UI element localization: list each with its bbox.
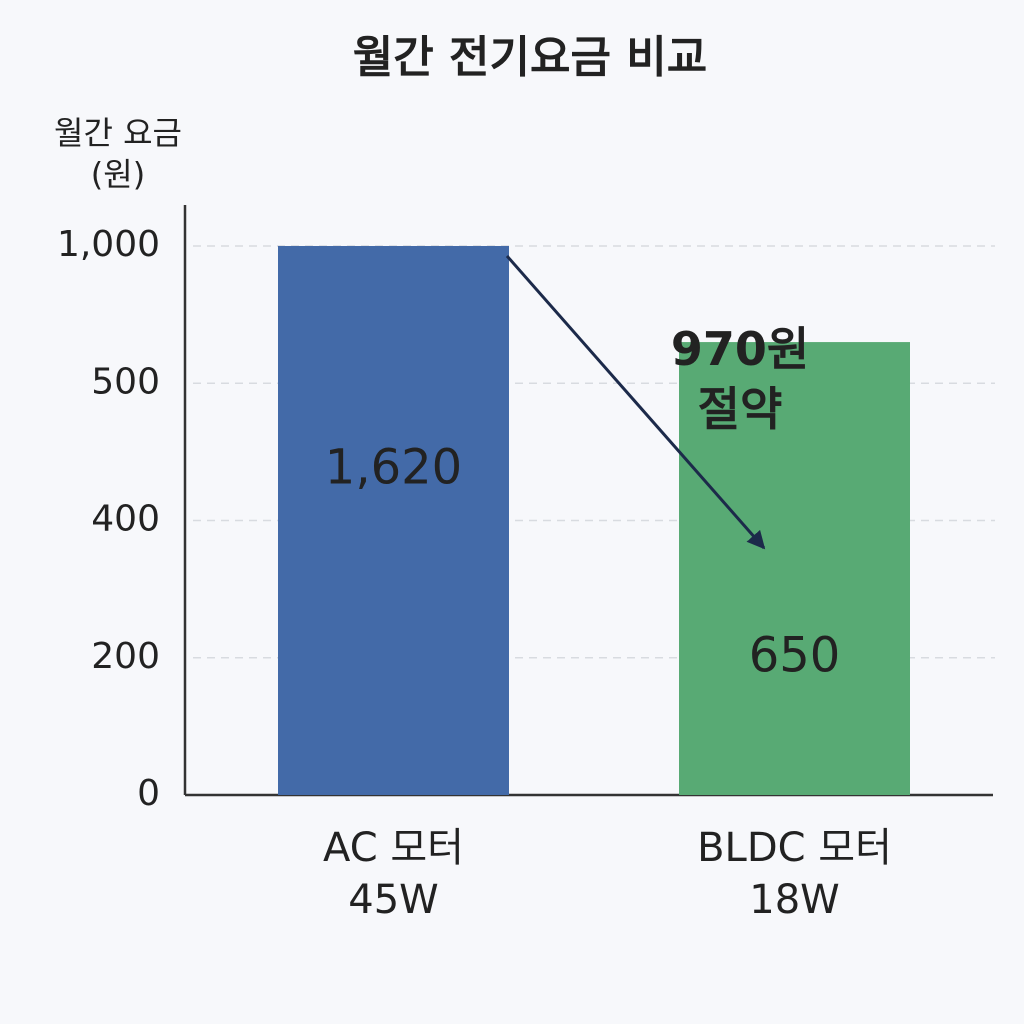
value-label: 1,620 xyxy=(325,440,462,496)
y-tick-label: 0 xyxy=(137,773,160,814)
annotation: 970원 절약 xyxy=(671,322,809,436)
y-tick-label: 500 xyxy=(91,361,160,402)
chart-title: 월간 전기요금 비교 xyxy=(353,32,707,83)
value-label: 650 xyxy=(749,628,841,684)
annotation-arrow xyxy=(505,255,766,550)
y-axis-label: 월간 요금 (원) xyxy=(54,114,182,194)
y-tick-label: 1,000 xyxy=(57,224,160,265)
bar xyxy=(679,342,910,795)
x-tick-label: AC 모터 45W xyxy=(323,825,464,923)
bar xyxy=(278,246,509,795)
y-tick-label: 400 xyxy=(91,499,160,540)
x-tick-label: BLDC 모터 18W xyxy=(697,825,892,923)
y-tick-label: 200 xyxy=(91,636,160,677)
